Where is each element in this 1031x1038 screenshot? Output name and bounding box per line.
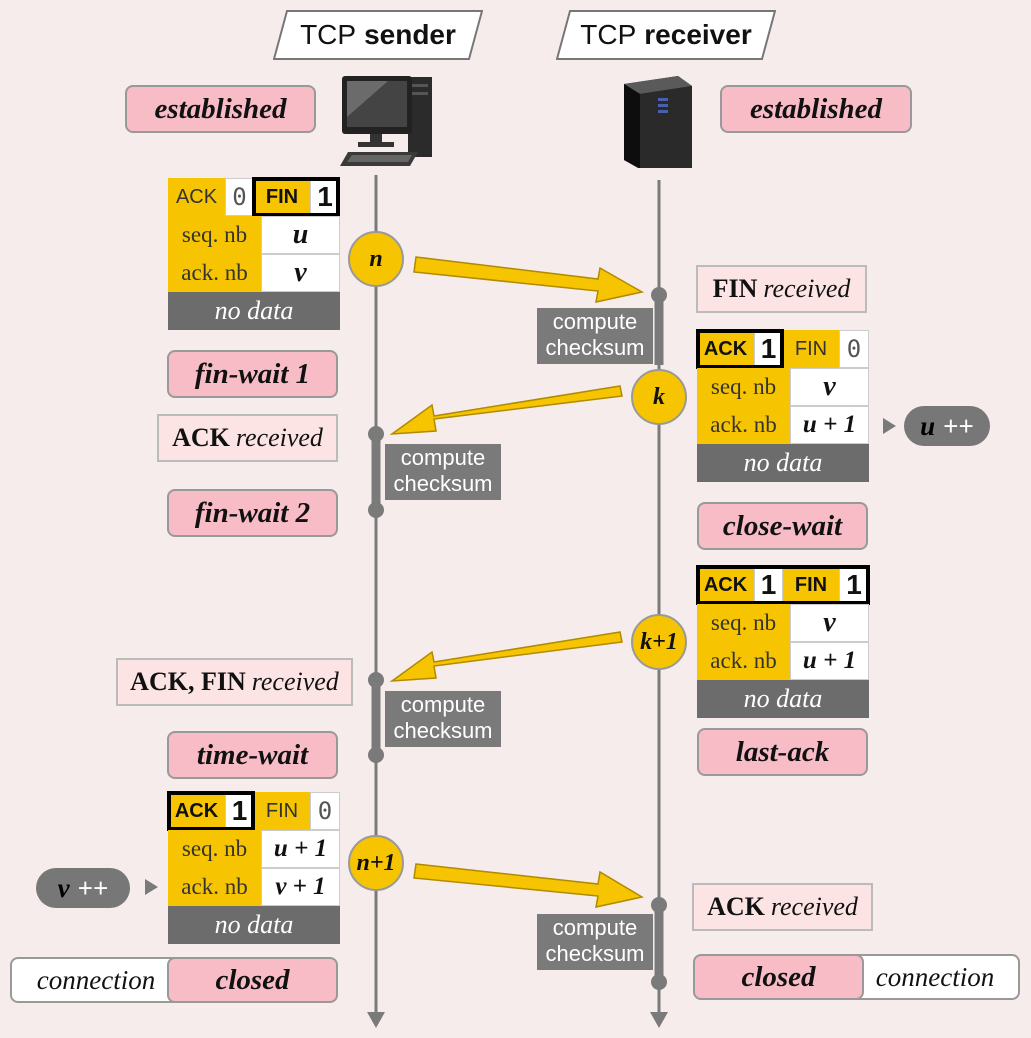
sender-header-role: sender: [364, 19, 456, 50]
sender-timeline-arrowhead: [367, 1012, 385, 1028]
compute-checksum-receiver-1: compute checksum: [537, 308, 653, 364]
ack-nb-label: ack. nb: [168, 868, 261, 906]
sender-header-prefix: TCP: [300, 19, 357, 50]
fin-flag-highlight: [252, 177, 340, 217]
ack-flag-highlight: [696, 329, 784, 369]
fin-flag-value: 1: [839, 566, 869, 604]
no-data-label: no data: [697, 680, 869, 718]
sender-state-established: established: [125, 85, 316, 133]
seq-nb-value: u: [261, 216, 340, 254]
receiver-state-closed: closed: [693, 954, 864, 1000]
receiver-state-last-ack: last-ack: [697, 728, 868, 776]
receiver-state-close-wait: close-wait: [697, 502, 868, 550]
u-increment-arrow: [883, 418, 896, 434]
seq-nb-label: seq. nb: [697, 368, 790, 406]
no-data-label: no data: [168, 292, 340, 330]
final-ack-received-label: ACK received: [692, 883, 873, 931]
final-ack-segment-packet: ACK 1 FIN 0 seq. nb u + 1 ack. nb v + 1 …: [167, 791, 340, 944]
fin-flag-value: 0: [839, 330, 869, 368]
compute-checksum-sender-2: compute checksum: [385, 691, 501, 747]
no-data-label: no data: [697, 444, 869, 482]
ack-flag-highlight: [167, 791, 255, 831]
ack-flag-label: ACK: [697, 566, 754, 604]
seq-nb-value: v: [790, 368, 869, 406]
seq-nb-label: seq. nb: [168, 830, 261, 868]
arrow-ackfin-to-sender: [389, 631, 623, 682]
desktop-computer-icon: [340, 76, 432, 166]
fin-received-label: FIN received: [696, 265, 867, 313]
sender-dot-4: [368, 747, 384, 763]
arrow-ack-to-sender: [389, 385, 623, 435]
receiver-dot-1: [651, 287, 667, 303]
sender-state-time-wait: time-wait: [167, 731, 338, 779]
receiver-dot-3: [651, 974, 667, 990]
ack-nb-label: ack. nb: [697, 642, 790, 680]
server-tower-icon: [624, 76, 692, 168]
ack-flag-label: ACK: [168, 792, 225, 830]
ack-flag-label: ACK: [697, 330, 754, 368]
fin-flag-label: FIN: [783, 566, 839, 604]
seq-nb-value: u + 1: [261, 830, 340, 868]
sender-header: TCP sender: [273, 10, 483, 60]
ackfin-received-label: ACK, FIN received: [116, 658, 353, 706]
seq-nb-label: seq. nb: [697, 604, 790, 642]
sender-connection-label: connection: [10, 957, 182, 1003]
compute-checksum-receiver-2: compute checksum: [537, 914, 653, 970]
v-increment-badge: v ++: [36, 868, 130, 908]
arrow-fin-to-receiver: [413, 256, 645, 303]
fin-flag-label: FIN: [783, 330, 839, 368]
receiver-header-role: receiver: [644, 19, 752, 50]
ackfin-segment-packet: ACK 1 FIN 1 seq. nb v ack. nb u + 1 no d…: [696, 565, 870, 718]
seq-nb-label: seq. nb: [168, 216, 261, 254]
ackfin-flag-highlight: [696, 565, 870, 605]
fin-segment-packet: ACK 0 FIN 1 seq. nb u ack. nb v no data: [168, 177, 340, 330]
receiver-header-prefix: TCP: [580, 19, 637, 50]
ack-flag-value: 0: [225, 178, 254, 216]
ack-flag-value: 1: [754, 566, 783, 604]
ack-segment-packet: ACK 1 FIN 0 seq. nb v ack. nb u + 1 no d…: [696, 329, 869, 482]
sender-dot-3: [368, 672, 384, 688]
sender-dot-2: [368, 502, 384, 518]
ack-nb-value: v: [261, 254, 340, 292]
ack-nb-value: u + 1: [790, 406, 869, 444]
seq-nb-value: v: [790, 604, 869, 642]
compute-checksum-sender-1: compute checksum: [385, 444, 501, 500]
segment-n-plus-1-circle: n+1: [348, 835, 404, 891]
ack-received-label: ACK received: [157, 414, 338, 462]
receiver-dot-2: [651, 897, 667, 913]
no-data-label: no data: [168, 906, 340, 944]
segment-n-circle: n: [348, 231, 404, 287]
segment-k-circle: k: [631, 369, 687, 425]
fin-flag-value: 0: [310, 792, 340, 830]
receiver-header: TCP receiver: [556, 10, 776, 60]
receiver-timeline-arrowhead: [650, 1012, 668, 1028]
ack-nb-value: u + 1: [790, 642, 869, 680]
ack-flag-label: ACK: [168, 178, 225, 216]
arrow-final-ack-to-receiver: [413, 863, 645, 908]
fin-flag-label: FIN: [254, 792, 310, 830]
receiver-state-established: established: [720, 85, 912, 133]
sender-dot-1: [368, 426, 384, 442]
sender-state-fin-wait-2: fin-wait 2: [167, 489, 338, 537]
ack-nb-label: ack. nb: [697, 406, 790, 444]
ack-flag-value: 1: [754, 330, 783, 368]
ack-nb-value: v + 1: [261, 868, 340, 906]
segment-k-plus-1-circle: k+1: [631, 614, 687, 670]
sender-state-fin-wait-1: fin-wait 1: [167, 350, 338, 398]
ack-nb-label: ack. nb: [168, 254, 261, 292]
sender-state-closed: closed: [167, 957, 338, 1003]
receiver-connection-label: connection: [850, 954, 1020, 1000]
fin-flag-label: FIN: [254, 178, 310, 216]
v-increment-arrow: [145, 879, 158, 895]
u-increment-badge: u ++: [904, 406, 990, 446]
